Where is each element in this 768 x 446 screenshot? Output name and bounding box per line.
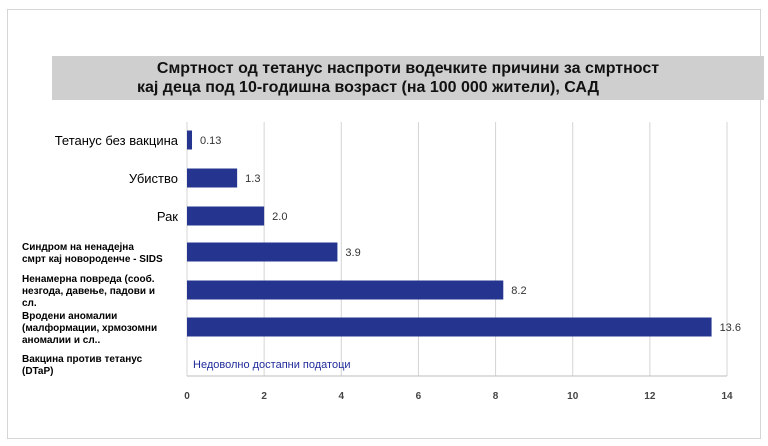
not-available-label: Недоволно достапни податоци [193, 359, 351, 371]
category-label: Вродени аномалии (малформации, хрмозомни а… [22, 311, 157, 346]
category-label: Убиство [129, 171, 178, 186]
x-tick-label: 6 [416, 391, 422, 402]
value-label: 3.9 [345, 247, 360, 259]
x-tick-label: 14 [721, 391, 733, 402]
bar [187, 206, 265, 226]
value-label: 2.0 [272, 211, 287, 223]
category-label: Синдром на ненадејна смрт кај новороденче… [22, 242, 163, 265]
bars [187, 130, 712, 337]
x-tick-labels: 0 2 4 6 8 10 12 14 [184, 391, 733, 402]
category-label: Тетанус без вакцина [55, 133, 179, 148]
value-label: 1.3 [245, 173, 260, 185]
value-labels: 0.13 1.3 2.0 3.9 8.2 13.6 Недоволно достапни п… [193, 135, 741, 371]
value-label: 8.2 [511, 285, 526, 297]
bar [187, 317, 712, 337]
x-tick-label: 10 [567, 391, 579, 402]
category-labels: Тетанус без вакцина Убиство Рак Синдром на … [22, 133, 179, 377]
x-tick-label: 2 [261, 391, 267, 402]
x-tick-label: 8 [493, 391, 499, 402]
chart-frame [7, 9, 761, 439]
category-label: Ненамерна повреда (сооб. незгода, давење,… [22, 273, 155, 309]
chart-title-box: Смртност од тетанус наспроти водечките п… [52, 56, 764, 100]
bar [187, 280, 504, 300]
category-label: Вакцина против тетанус (DTaP) [22, 354, 143, 377]
category-label: Рак [157, 209, 178, 224]
chart-title-line-1: Смртност од тетанус наспроти водечките п… [156, 60, 660, 77]
x-tick-label: 0 [184, 391, 190, 402]
value-label: 0.13 [200, 135, 221, 147]
bar [187, 242, 338, 262]
bar [187, 168, 238, 188]
chart-title-line-2: кај деца под 10-годишна возраст (на 100 … [137, 79, 599, 96]
x-tick-label: 4 [339, 391, 345, 402]
x-tick-label: 12 [644, 391, 656, 402]
value-label: 13.6 [720, 322, 741, 334]
bar [187, 130, 193, 150]
